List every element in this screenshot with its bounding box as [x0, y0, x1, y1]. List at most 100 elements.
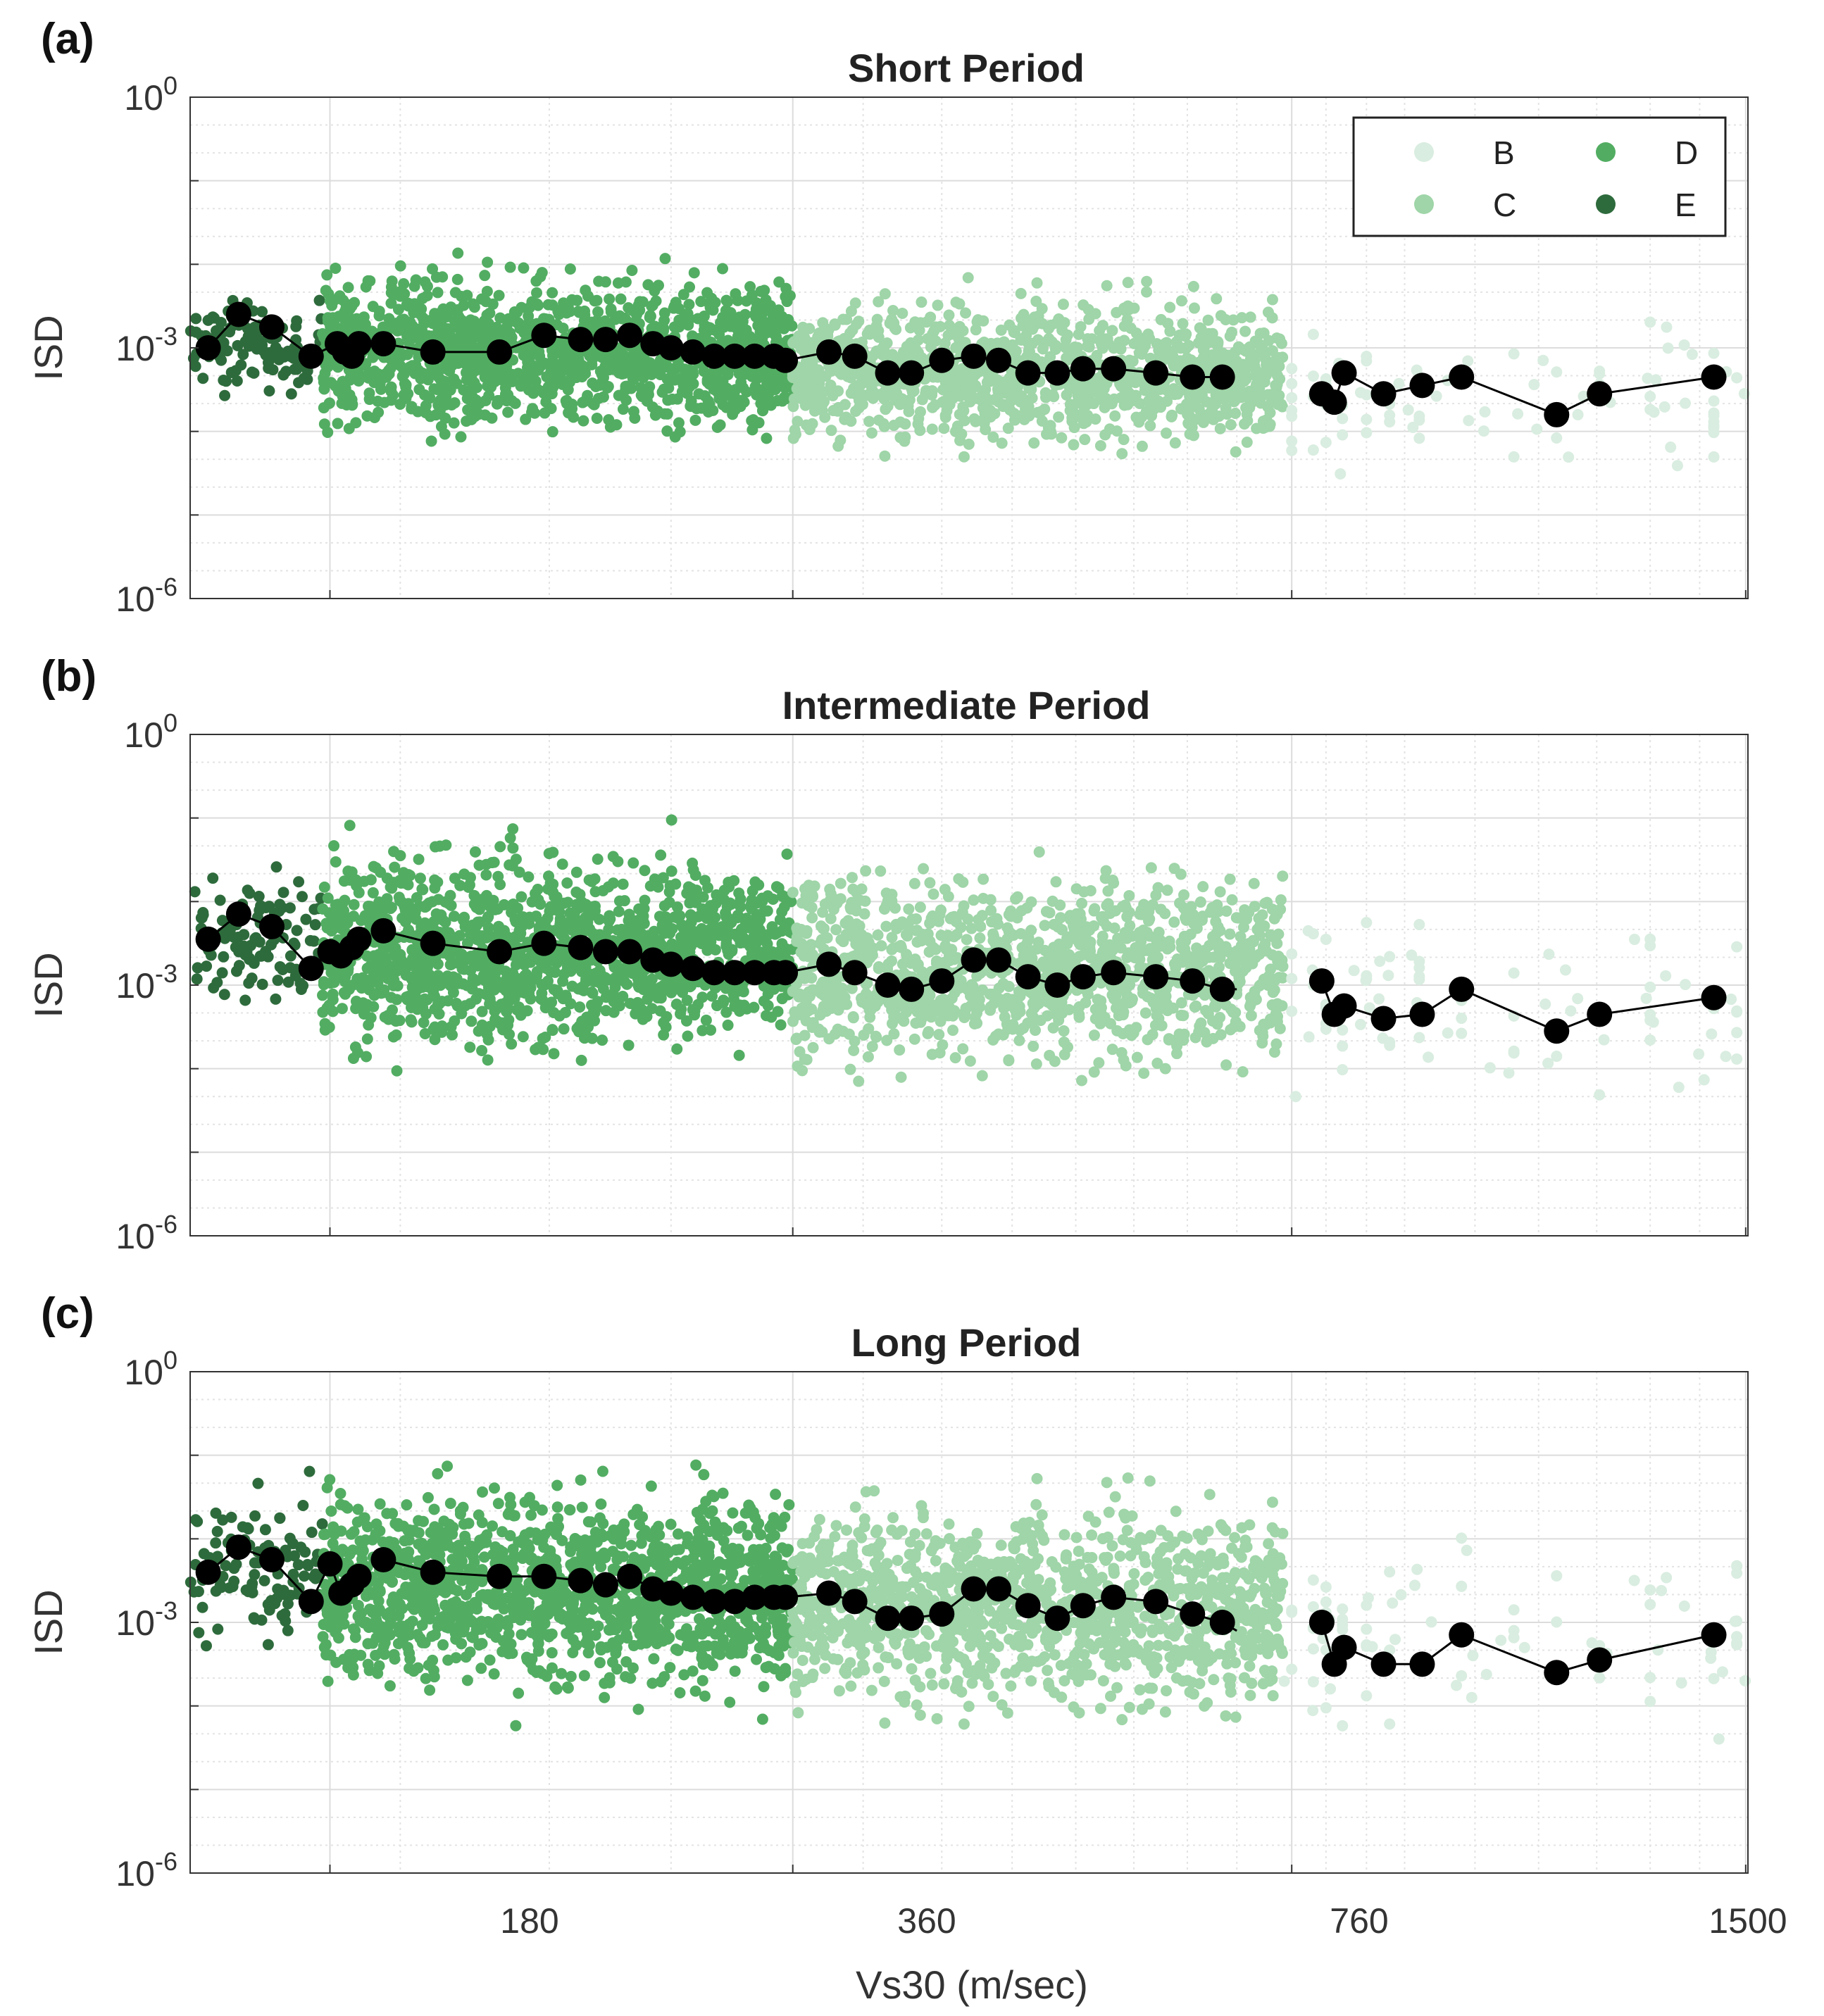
scatter-point-d [661, 425, 673, 437]
scatter-point-c [1197, 351, 1209, 363]
scatter-point-d [592, 853, 604, 865]
scatter-point-c [1123, 303, 1135, 315]
scatter-point-c [787, 887, 799, 899]
scatter-point-c [1274, 373, 1286, 385]
scatter-point-c [862, 1051, 874, 1063]
scatter-point-d [370, 862, 382, 874]
scatter-point-e [277, 964, 289, 976]
scatter-point-d [399, 393, 411, 405]
scatter-point-c [799, 332, 811, 344]
scatter-point-d [701, 322, 713, 334]
y-tick-label: 100 [124, 71, 177, 118]
scatter-point-c [1183, 410, 1195, 422]
scatter-point-c [1116, 448, 1128, 460]
scatter-point-d [570, 887, 582, 899]
scatter-point-c [1020, 330, 1032, 342]
scatter-point-e [291, 925, 303, 937]
scatter-point-d [542, 883, 554, 895]
scatter-point-d [575, 1054, 587, 1066]
scatter-point-c [832, 401, 844, 413]
scatter-point-d [747, 914, 759, 926]
scatter-point-b [1286, 404, 1298, 416]
scatter-point-d [747, 414, 759, 426]
scatter-point-d [636, 912, 648, 924]
scatter-point-d [717, 263, 729, 275]
scatter-point-c [1175, 295, 1187, 307]
scatter-point-d [434, 840, 446, 852]
scatter-point-d [589, 295, 601, 307]
scatter-point-b [1512, 408, 1524, 420]
scatter-point-c [951, 365, 963, 377]
scatter-point-d [594, 977, 606, 989]
scatter-point-b [1551, 432, 1563, 444]
scatter-point-d [655, 849, 667, 861]
scatter-point-d [604, 913, 616, 925]
scatter-point-e [276, 902, 288, 914]
scatter-point-c [835, 434, 847, 446]
scatter-point-d [508, 933, 520, 945]
scatter-point-b [1508, 451, 1520, 463]
scatter-point-b [1337, 429, 1349, 441]
scatter-point-b [1708, 451, 1720, 463]
scatter-point-c [1023, 401, 1035, 413]
scatter-point-c [1248, 877, 1260, 889]
scatter-point-d [429, 874, 441, 886]
scatter-point-d [476, 897, 488, 909]
scatter-point-d [432, 287, 444, 299]
scatter-point-d [775, 1019, 787, 1031]
scatter-point-d [390, 1029, 402, 1041]
scatter-point-d [605, 303, 617, 315]
scatter-point-c [1142, 396, 1154, 408]
scatter-point-d [574, 1001, 586, 1013]
scatter-point-d [484, 307, 496, 319]
scatter-point-d [776, 993, 788, 1005]
scatter-point-c [1122, 377, 1134, 389]
scatter-point-d [483, 323, 495, 335]
scatter-point-e [218, 951, 230, 963]
scatter-point-d [466, 1015, 477, 1027]
scatter-point-c [1224, 330, 1236, 342]
scatter-point-c [915, 317, 927, 329]
binned-mean-point [531, 323, 557, 349]
scatter-point-c [1130, 411, 1142, 423]
scatter-point-d [601, 382, 613, 394]
scatter-point-d [558, 932, 570, 944]
scatter-point-c [829, 319, 841, 331]
scatter-point-d [434, 402, 446, 414]
binned-mean-point [617, 323, 643, 349]
scatter-point-c [1239, 325, 1251, 337]
scatter-point-d [482, 912, 494, 924]
scatter-point-d [427, 896, 439, 908]
scatter-point-d [394, 260, 406, 272]
scatter-point-d [327, 994, 339, 1006]
scatter-point-b [1531, 423, 1543, 435]
binned-mean-point [568, 327, 594, 353]
binned-mean-point [298, 343, 324, 369]
scatter-point-d [530, 275, 542, 287]
scatter-point-c [797, 372, 808, 384]
scatter-point-e [254, 950, 266, 962]
scatter-point-c [1076, 897, 1088, 909]
scatter-point-e [231, 375, 243, 387]
scatter-point-e [221, 928, 233, 940]
scatter-point-e [189, 886, 201, 898]
scatter-point-d [606, 362, 618, 374]
scatter-point-d [332, 418, 344, 430]
scatter-point-c [1094, 439, 1106, 451]
scatter-point-c [863, 415, 875, 427]
binned-mean-point [258, 314, 285, 340]
scatter-point-d [317, 989, 329, 1001]
scatter-point-c [1072, 389, 1084, 401]
scatter-point-d [419, 389, 431, 401]
scatter-point-c [1264, 407, 1276, 419]
scatter-point-d [584, 923, 596, 935]
scatter-point-d [644, 381, 656, 393]
scatter-point-d [449, 1015, 461, 1027]
scatter-point-c [1064, 405, 1076, 417]
scatter-point-c [954, 390, 966, 402]
scatter-point-d [361, 1051, 373, 1063]
scatter-point-c [1080, 382, 1092, 394]
scatter-point-c [969, 392, 981, 404]
scatter-point-d [463, 879, 475, 891]
scatter-point-d [720, 401, 732, 413]
